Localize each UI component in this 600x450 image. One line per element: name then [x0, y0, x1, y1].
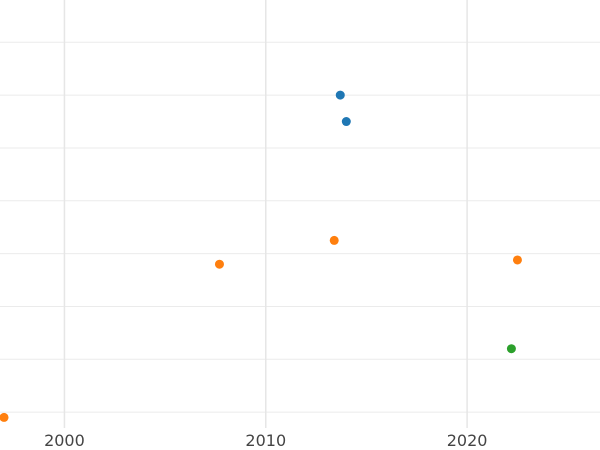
x-gridlines: [63, 0, 468, 428]
data-point: [341, 117, 351, 127]
x-tick-labels: 2000 2010 2020: [44, 431, 487, 450]
data-points: [0, 90, 522, 422]
x-tick-label: 2010: [245, 431, 286, 450]
data-point: [329, 235, 339, 245]
data-point: [506, 344, 516, 354]
x-tick-label: 2020: [447, 431, 488, 450]
data-point: [512, 255, 522, 265]
y-gridlines: [0, 41, 600, 413]
data-point: [0, 412, 9, 422]
x-tick-label: 2000: [44, 431, 85, 450]
data-point: [335, 90, 345, 100]
data-point: [214, 259, 224, 269]
